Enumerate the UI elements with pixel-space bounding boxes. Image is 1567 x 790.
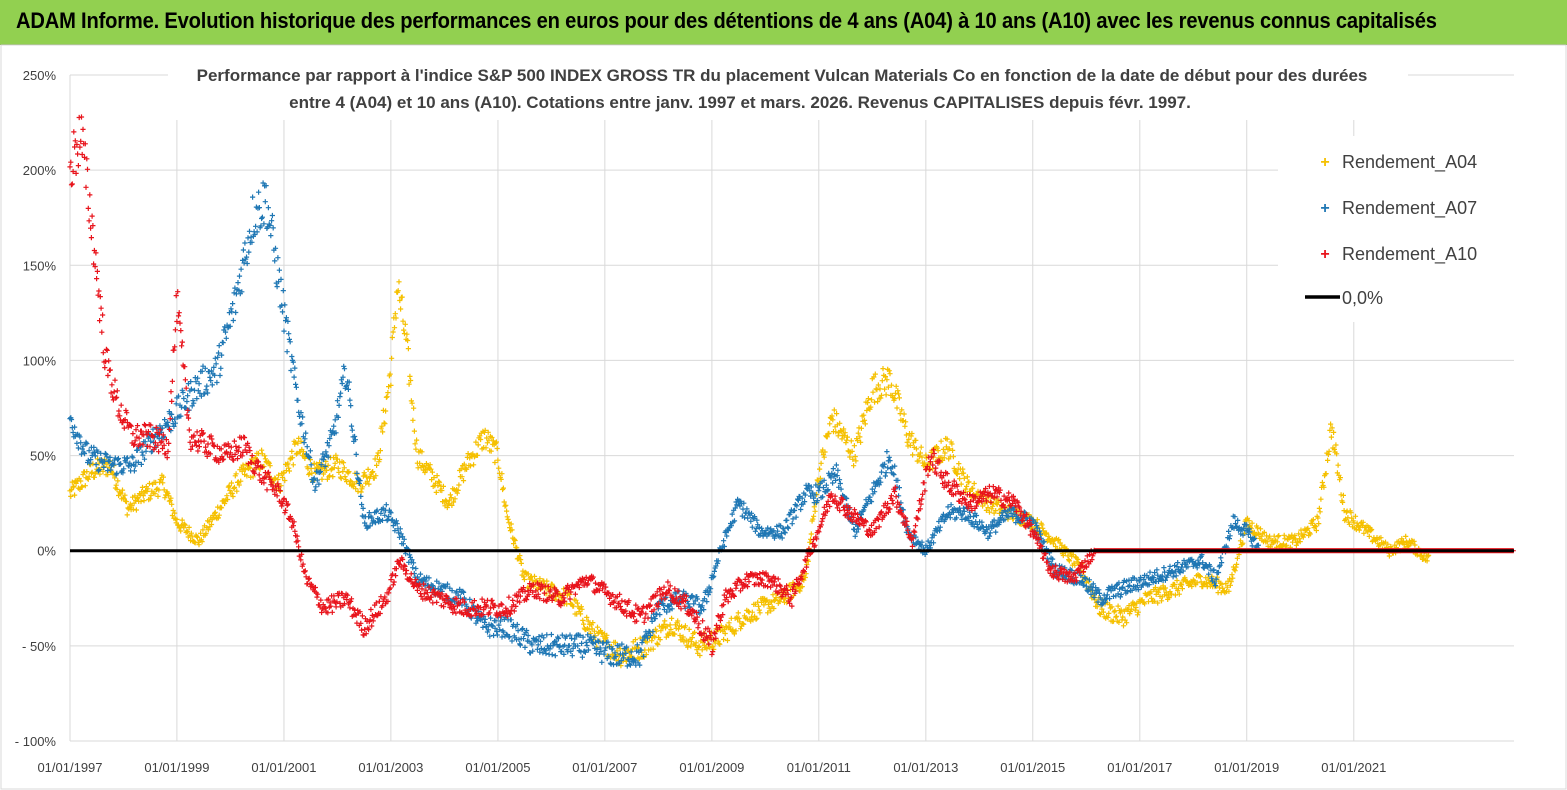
x-tick-label: 01/01/2017 — [1107, 760, 1172, 775]
banner-title: ADAM Informe. Evolution historique des p… — [16, 8, 1437, 33]
x-tick-label: 01/01/2005 — [465, 760, 530, 775]
y-tick-label: 50% — [30, 449, 56, 464]
legend: + Rendement_A04 + Rendement_A07 + Rendem… — [1278, 136, 1514, 322]
y-axis-ticks: 250% 200% 150% 100% 50% 0% - 50% - 100% — [15, 68, 57, 749]
x-tick-label: 01/01/1999 — [144, 760, 209, 775]
x-tick-label: 01/01/1997 — [37, 760, 102, 775]
series-rendement-a04 — [67, 279, 1432, 669]
legend-marker-a04-icon: + — [1320, 154, 1329, 171]
y-tick-label: 250% — [23, 68, 57, 83]
x-axis-ticks: 01/01/1997 01/01/1999 01/01/2001 01/01/2003… — [37, 760, 1386, 775]
x-tick-label: 01/01/2019 — [1214, 760, 1279, 775]
y-tick-label: 150% — [23, 258, 57, 273]
x-tick-label: 01/01/2015 — [1000, 760, 1065, 775]
series-rendement-a07 — [67, 180, 1262, 669]
y-tick-label: 200% — [23, 163, 57, 178]
y-tick-label: - 50% — [22, 639, 56, 654]
x-tick-label: 01/01/2001 — [251, 760, 316, 775]
legend-marker-a07-icon: + — [1320, 200, 1329, 217]
series-marks — [67, 180, 1262, 669]
report-banner: ADAM Informe. Evolution historique des p… — [0, 0, 1567, 45]
x-tick-label: 01/01/2003 — [358, 760, 423, 775]
x-tick-label: 01/01/2009 — [679, 760, 744, 775]
performance-chart: 250% 200% 150% 100% 50% 0% - 50% - 100% 01/01/1… — [0, 44, 1567, 790]
x-tick-label: 01/01/2021 — [1321, 760, 1386, 775]
y-tick-label: - 100% — [15, 734, 57, 749]
legend-label-a04: Rendement_A04 — [1342, 152, 1477, 173]
title-backdrop — [168, 58, 1408, 120]
x-tick-label: 01/01/2011 — [787, 760, 851, 775]
x-tick-label: 01/01/2007 — [572, 760, 637, 775]
series-layer — [67, 114, 1516, 669]
legend-label-a07: Rendement_A07 — [1342, 198, 1477, 219]
y-tick-label: 100% — [23, 353, 57, 368]
legend-label-a10: Rendement_A10 — [1342, 244, 1477, 265]
legend-label-zero: 0,0% — [1342, 288, 1383, 308]
chart-title-line-2: entre 4 (A04) et 10 ans (A10). Cotations… — [289, 93, 1191, 112]
x-tick-label: 01/01/2013 — [893, 760, 958, 775]
legend-marker-a10-icon: + — [1320, 246, 1329, 263]
legend-box — [1278, 136, 1514, 322]
chart-title-line-1: Performance par rapport à l'indice S&P 5… — [197, 66, 1368, 85]
y-tick-label: 0% — [37, 544, 56, 559]
series-marks — [67, 279, 1432, 669]
